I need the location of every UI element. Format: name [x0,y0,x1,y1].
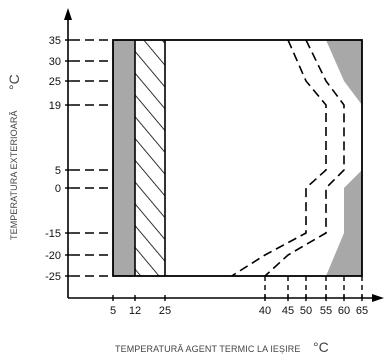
regions-layer [112,39,363,277]
y-axis-label-group: TEMPERATURA EXTERIOARĂ °C [6,74,22,240]
x-axis-unit: °C [313,339,329,355]
y-tick-label: -15 [45,228,61,240]
x-tick-label: 12 [129,305,141,317]
gray-band [113,40,135,276]
y-tick-label: 19 [49,100,61,112]
x-tick-label: 50 [300,305,312,317]
y-tick-label: 5 [55,165,61,177]
x-tick-label: 55 [320,305,332,317]
operating-box [112,39,363,277]
y-axis-unit: °C [6,74,22,90]
y-tick-label: -20 [45,250,61,262]
x-tick-label: 5 [110,305,116,317]
x-tick-label: 65 [356,305,368,317]
x-tick-label: 40 [259,305,271,317]
x-tick-label: 25 [159,305,171,317]
x-tick-label: 60 [338,305,350,317]
x-axis-arrow [372,294,384,302]
y-tick-label: 25 [49,76,61,88]
y-axis-label: TEMPERATURA EXTERIOARĂ [9,110,19,240]
inner-dashed-boundary [231,39,327,277]
axes-layer [64,8,384,302]
y-tick-label: 35 [49,35,61,47]
outer-dashed-boundary [264,39,345,277]
y-tick-label: -25 [45,271,61,283]
right-gray-region [326,40,362,276]
x-axis-label: TEMPERATURĂ AGENT TERMIC LA IEȘIRE [115,344,300,354]
hatched-band [135,40,165,276]
y-tick-label: 30 [49,56,61,68]
y-tick-label: 0 [55,183,61,195]
y-axis-arrow [64,8,72,20]
x-tick-label: 45 [282,305,294,317]
